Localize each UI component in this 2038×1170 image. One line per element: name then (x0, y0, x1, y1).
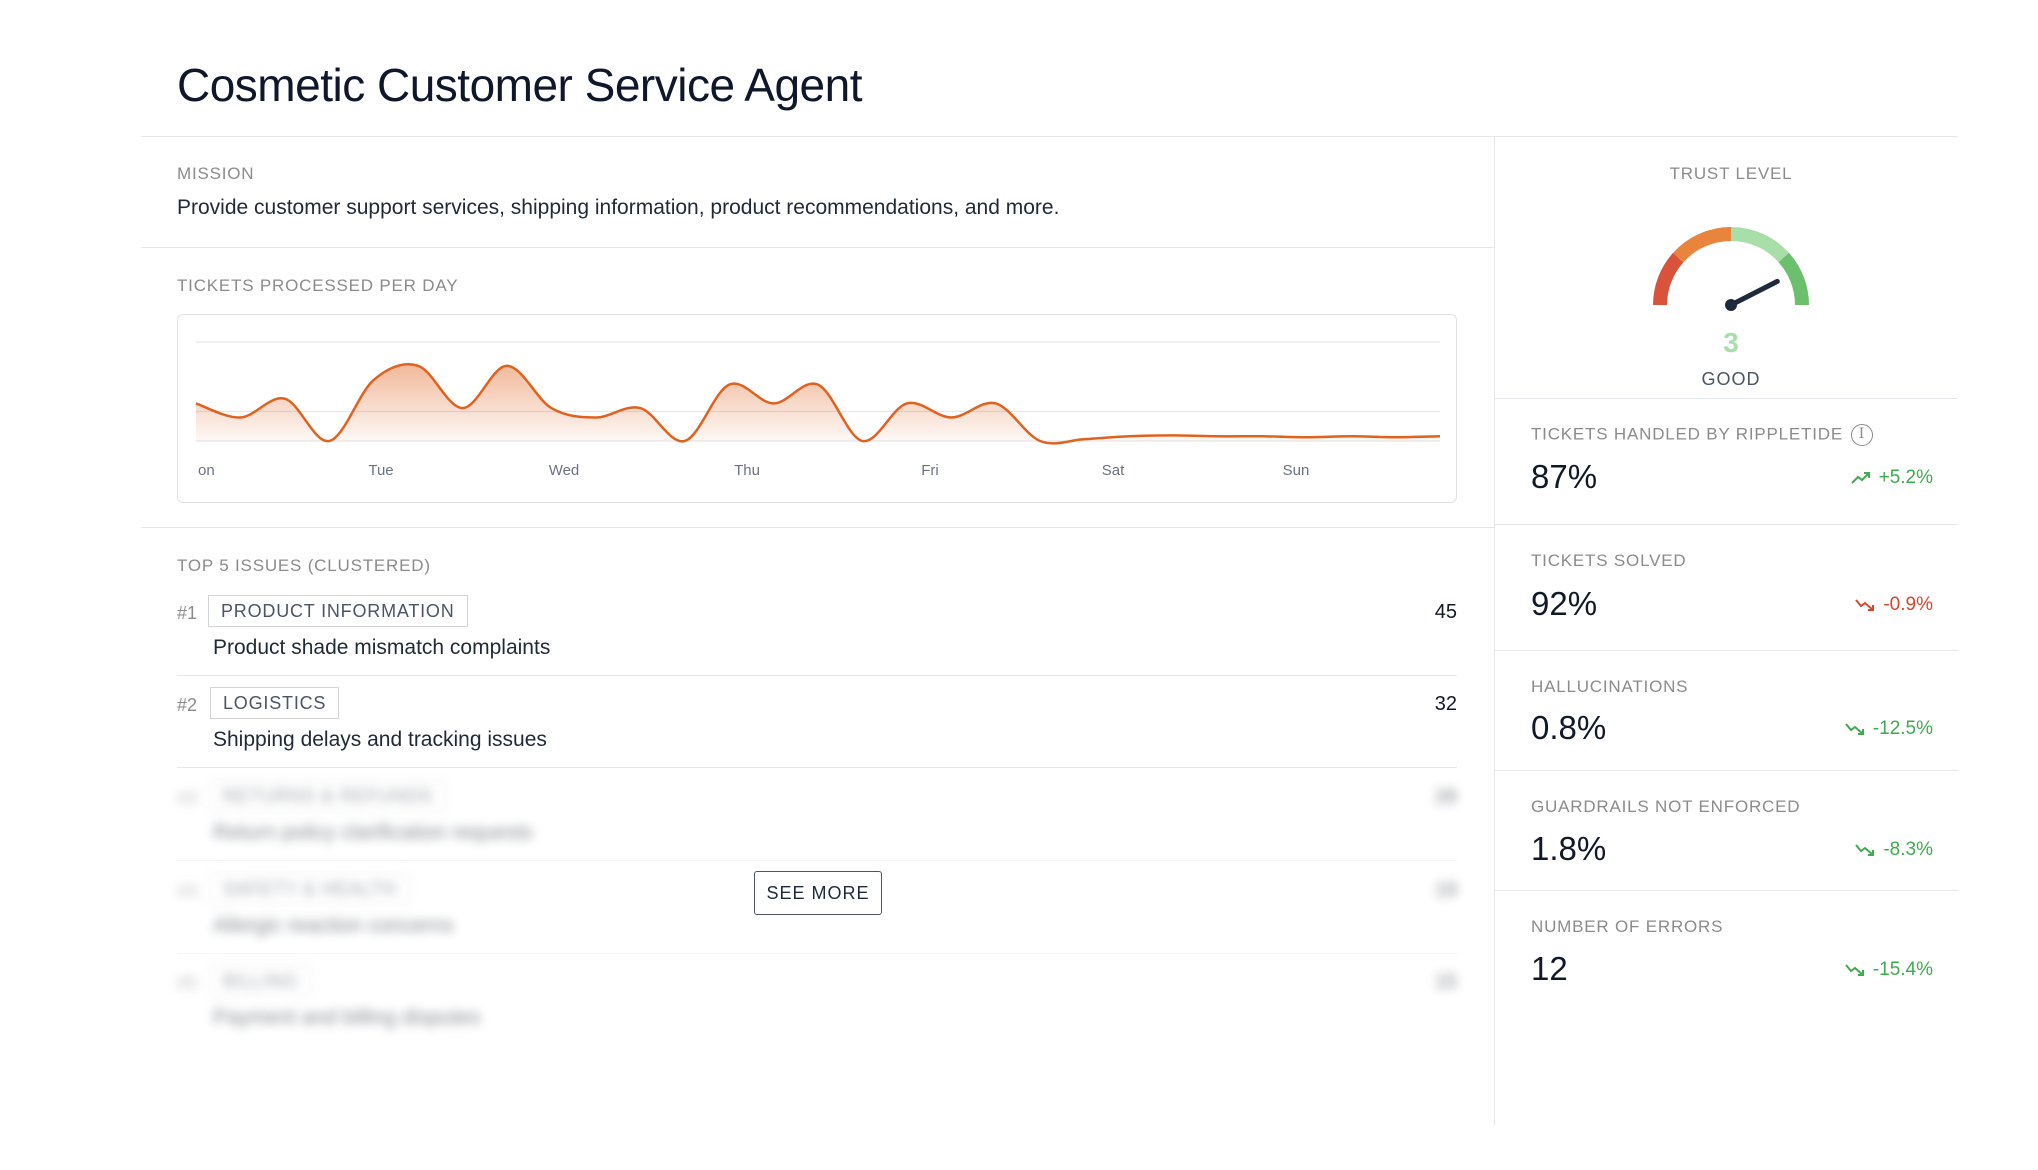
metric-change: -15.4% (1845, 959, 1933, 981)
chart-x-tick-label: Tue (368, 462, 393, 479)
issue-description: Product shade mismatch complaints (213, 636, 551, 659)
trend-down-icon (1855, 843, 1875, 857)
see-more-button[interactable]: SEE MORE (754, 871, 882, 915)
header-divider (141, 136, 1958, 137)
metric-change-value: -12.5% (1872, 718, 1933, 739)
issue-category-tag: RETURNS & REFUNDS (210, 780, 446, 812)
metric-change-value: -0.9% (1883, 594, 1933, 615)
issue-category-tag: SAFETY & HEALTH (210, 873, 410, 905)
issue-rank: #3 (177, 788, 198, 808)
metric-value: 12 (1531, 950, 1568, 987)
mission-label: MISSION (177, 164, 255, 183)
issue-rank: #2 (177, 695, 198, 715)
issue-description: Return policy clarification requests (213, 821, 533, 844)
metric-divider (1494, 524, 1958, 525)
gauge-segment-green (1778, 252, 1809, 306)
metric-label: GUARDRAILS NOT ENFORCED (1531, 797, 1800, 817)
metric-divider (1494, 770, 1958, 771)
metric-label: TICKETS HANDLED BY RIPPLETIDE i (1531, 424, 1873, 446)
metric-change-value: +5.2% (1878, 467, 1933, 488)
chart-x-tick-label: Thu (734, 462, 760, 479)
metric-divider (1494, 398, 1958, 399)
issues-label: TOP 5 ISSUES (CLUSTERED) (177, 556, 431, 575)
trend-down-icon (1855, 598, 1875, 612)
metric-change: -12.5% (1845, 718, 1933, 740)
trust-level-label: TRUST LEVEL (1669, 164, 1793, 183)
issue-description: Allergic reaction concerns (213, 914, 454, 937)
metric-divider (1494, 890, 1958, 891)
metric-change: -8.3% (1855, 839, 1933, 861)
trend-down-icon (1845, 963, 1865, 977)
issue-divider (177, 767, 1457, 768)
metric-change: -0.9% (1855, 594, 1933, 616)
chart-x-tick-label: Sat (1102, 462, 1125, 479)
metric-value: 0.8% (1531, 709, 1607, 746)
metric-change-value: -15.4% (1872, 959, 1933, 980)
tickets-chart: on Tue Wed Thu Fri Sat Sun (177, 314, 1457, 503)
page-title: Cosmetic Customer Service Agent (177, 59, 863, 111)
issue-rank: #5 (177, 973, 198, 993)
trust-level-word: GOOD (1701, 369, 1761, 389)
gauge-hub (1725, 299, 1737, 311)
issue-description: Shipping delays and tracking issues (213, 728, 547, 751)
metric-label-text: HALLUCINATIONS (1531, 677, 1689, 696)
metric-divider (1494, 650, 1958, 651)
issue-divider (177, 953, 1457, 954)
metric-change: +5.2% (1850, 467, 1933, 489)
issue-count: 19 (1434, 879, 1457, 901)
issue-description: Payment and billing disputes (213, 1006, 481, 1029)
metric-label: NUMBER OF ERRORS (1531, 917, 1723, 937)
chart-x-tick-label: on (198, 462, 215, 479)
metric-label-text: TICKETS SOLVED (1531, 551, 1687, 570)
issue-category-tag: LOGISTICS (210, 687, 340, 719)
trust-gauge (1653, 227, 1809, 311)
metric-label-text: TICKETS HANDLED BY RIPPLETIDE (1531, 424, 1843, 444)
trust-level-value: 3 (1723, 327, 1739, 358)
metric-label: HALLUCINATIONS (1531, 677, 1688, 697)
chart-label: TICKETS PROCESSED PER DAY (177, 276, 459, 295)
column-divider (1494, 136, 1495, 1126)
issue-divider (177, 675, 1457, 676)
trend-up-icon (1850, 471, 1871, 485)
chart-series-line (195, 363, 1441, 445)
chart-x-tick-label: Wed (549, 462, 580, 479)
metric-value: 92% (1531, 585, 1598, 622)
mission-divider (141, 247, 1494, 248)
issue-count: 32 (1434, 693, 1457, 715)
gauge-segment-lightgreen (1730, 227, 1789, 263)
issue-rank: #4 (177, 881, 198, 901)
issue-rank: #1 (177, 603, 198, 623)
issue-divider (177, 860, 1457, 861)
metric-label: TICKETS SOLVED (1531, 551, 1686, 571)
chart-divider (141, 527, 1494, 528)
metric-value: 1.8% (1531, 830, 1607, 867)
issue-category-tag: PRODUCT INFORMATION (208, 595, 468, 627)
issue-count: 28 (1434, 786, 1457, 808)
mission-text: Provide customer support services, shipp… (177, 196, 1060, 219)
gauge-segment-orange (1673, 227, 1732, 263)
metric-label-text: GUARDRAILS NOT ENFORCED (1531, 797, 1801, 816)
gauge-needle (1728, 278, 1780, 308)
info-icon[interactable]: i (1850, 424, 1873, 446)
chart-x-tick-label: Fri (921, 462, 939, 479)
issue-category-tag: BILLING (210, 965, 311, 997)
metric-change-value: -8.3% (1883, 839, 1933, 860)
gauge-segment-red (1653, 252, 1684, 306)
metric-label-text: NUMBER OF ERRORS (1531, 917, 1724, 936)
metric-value: 87% (1531, 458, 1598, 495)
chart-x-tick-label: Sun (1283, 462, 1310, 479)
issue-count: 45 (1434, 601, 1457, 623)
chart-area-fill (196, 364, 1440, 444)
issue-count: 15 (1434, 971, 1457, 993)
trend-down-icon (1845, 722, 1865, 736)
tickets-chart-svg: on Tue Wed Thu Fri Sat Sun (195, 341, 1441, 479)
